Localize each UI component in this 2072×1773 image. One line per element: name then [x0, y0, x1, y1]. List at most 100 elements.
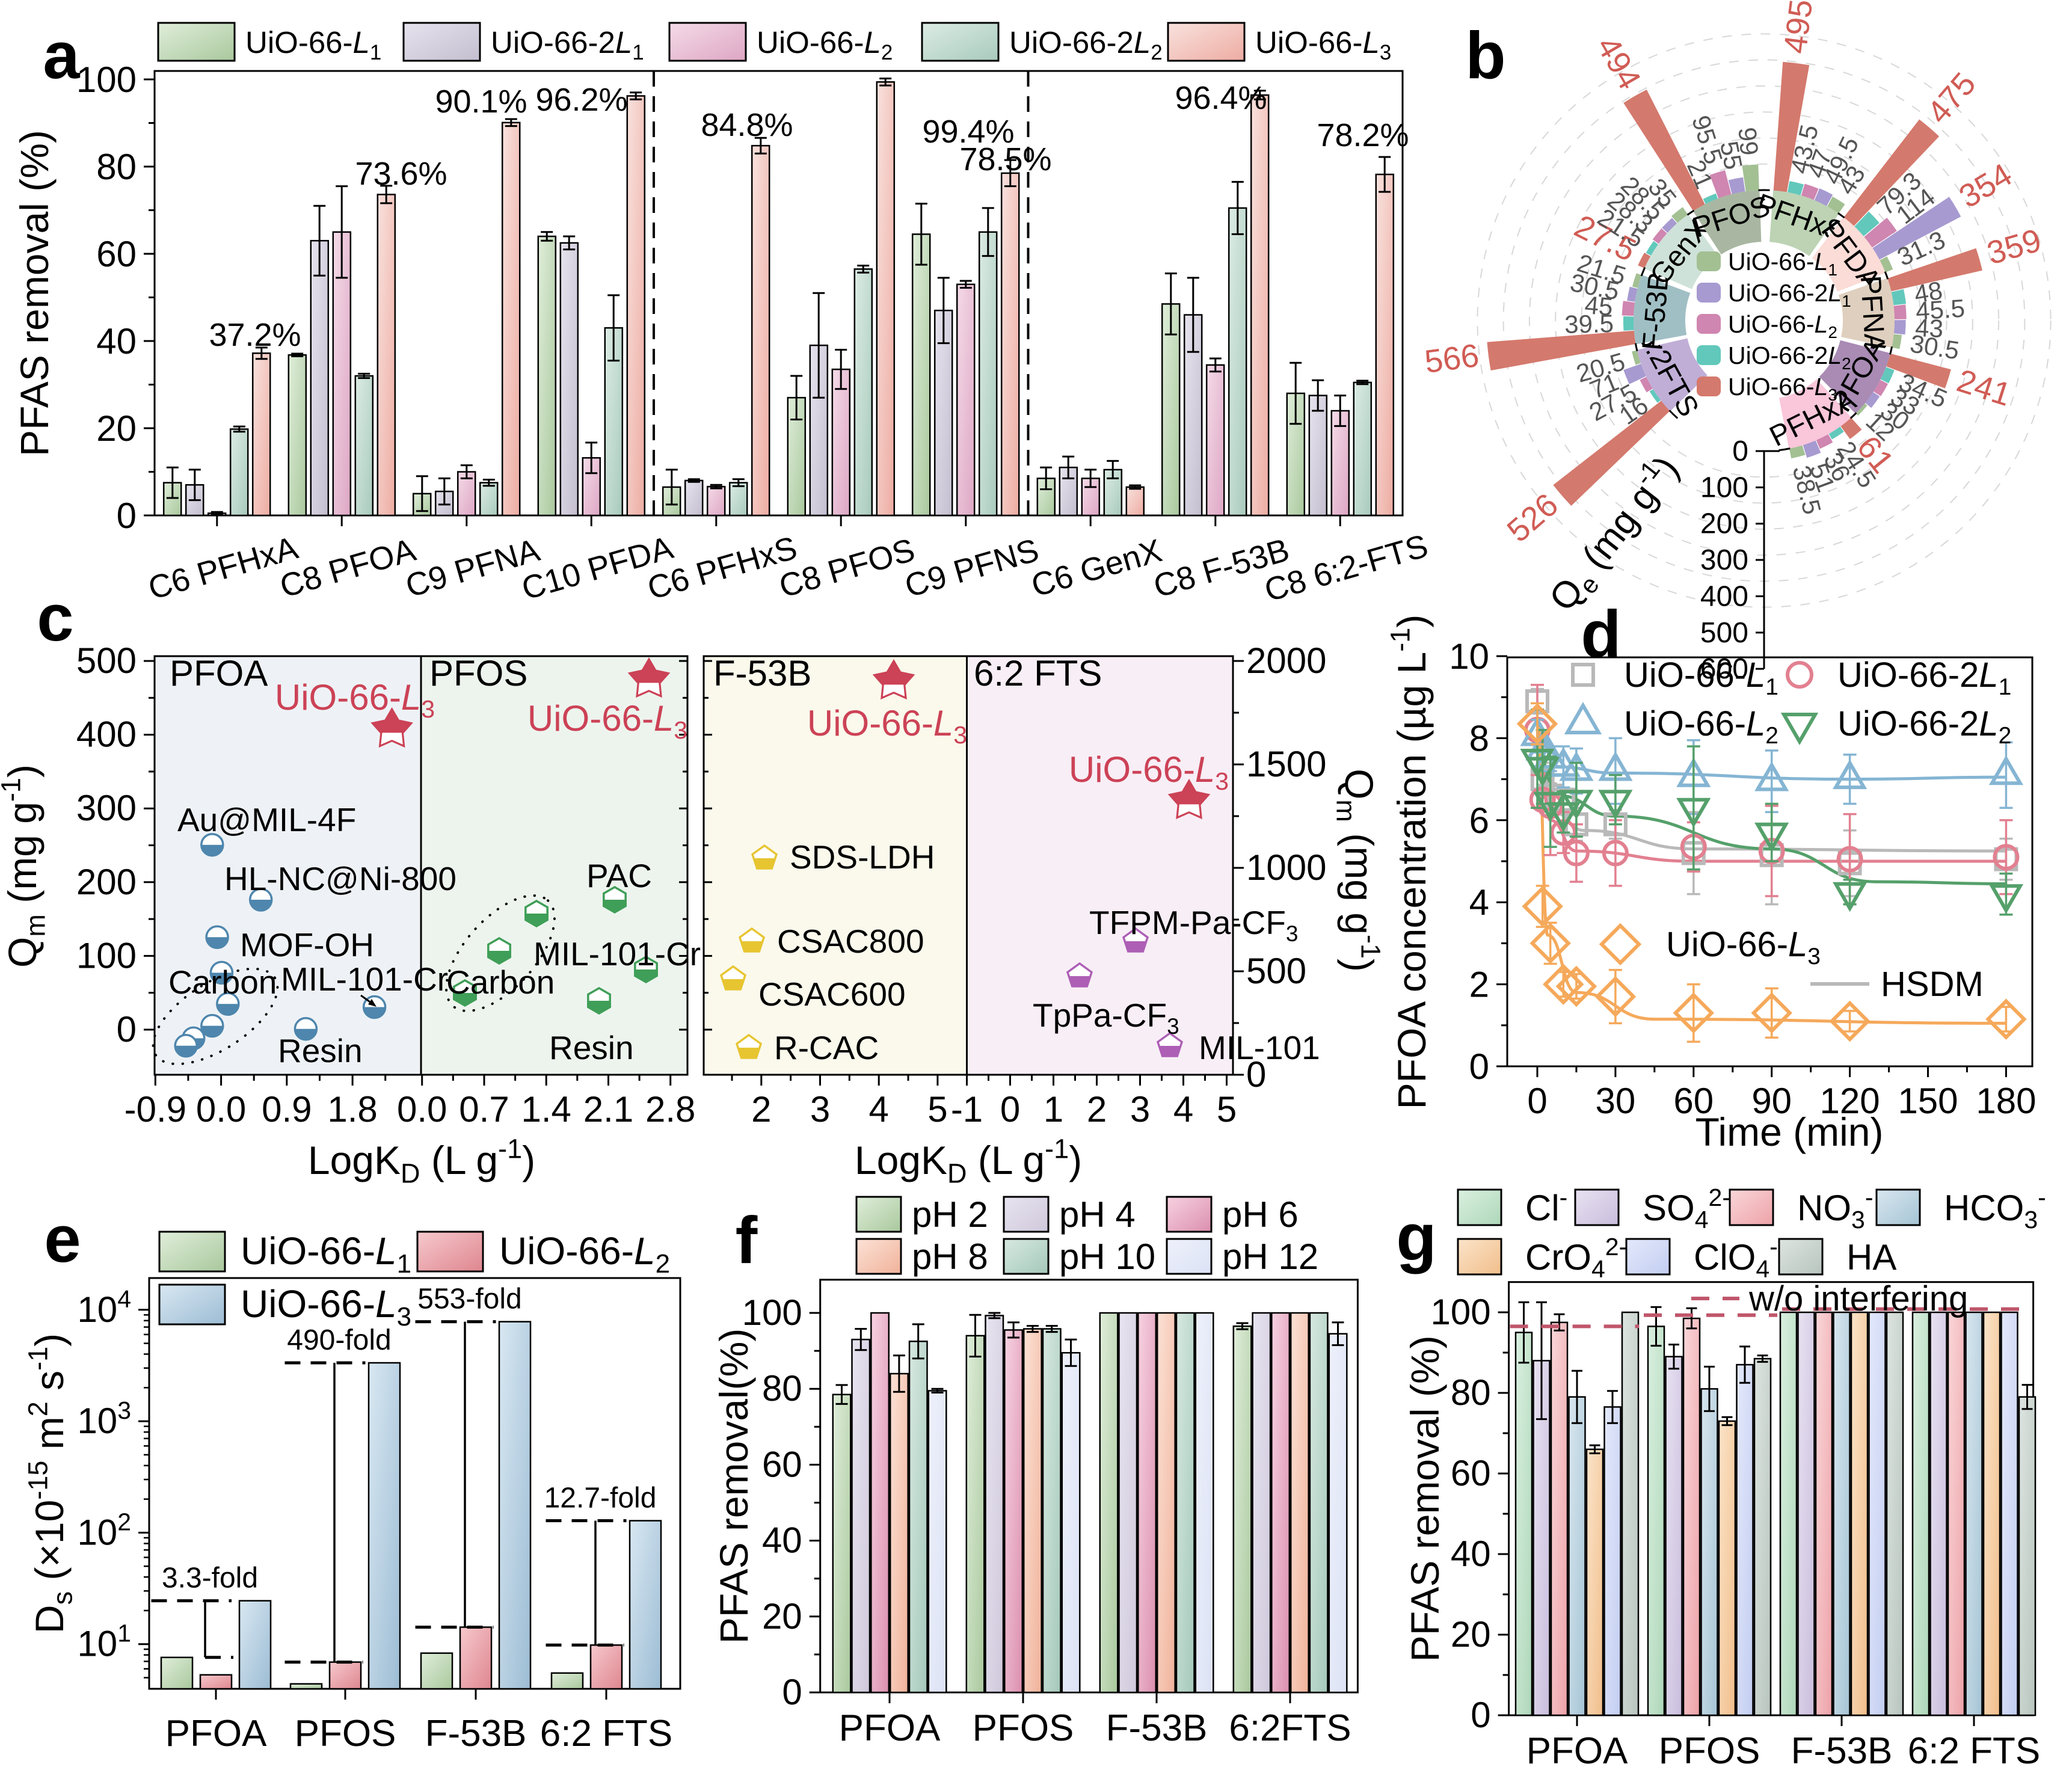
svg-text:45: 45: [1584, 290, 1614, 321]
svg-text:200: 200: [1700, 508, 1748, 540]
svg-text:90: 90: [1751, 1081, 1792, 1121]
svg-text:HSDM: HSDM: [1881, 965, 1984, 1004]
svg-text:495: 495: [1777, 0, 1820, 55]
svg-text:PFAS removal (%): PFAS removal (%): [12, 130, 57, 456]
svg-text:500: 500: [1700, 617, 1748, 649]
svg-text:0: 0: [117, 1009, 137, 1049]
svg-text:0: 0: [1471, 1695, 1490, 1735]
svg-text:45.5: 45.5: [1915, 294, 1966, 325]
svg-text:Carbon: Carbon: [446, 963, 555, 1001]
svg-text:SO42-: SO42-: [1643, 1184, 1730, 1234]
svg-text:96.2%: 96.2%: [535, 82, 627, 118]
svg-text:MIL-101: MIL-101: [1199, 1029, 1320, 1066]
svg-text:F-53B: F-53B: [713, 653, 811, 693]
svg-text:b: b: [1465, 19, 1505, 93]
svg-text:F-53B: F-53B: [1106, 1707, 1208, 1749]
svg-text:Ds (×10-15 m2 s-1): Ds (×10-15 m2 s-1): [23, 1333, 78, 1633]
svg-text:Carbon: Carbon: [168, 963, 277, 1001]
svg-text:PFOS: PFOS: [1659, 1730, 1760, 1770]
svg-text:500: 500: [1246, 951, 1306, 991]
svg-text:PFOS: PFOS: [295, 1713, 396, 1754]
svg-text:1500: 1500: [1246, 744, 1326, 784]
svg-text:F-53B: F-53B: [1791, 1730, 1893, 1770]
svg-text:g: g: [1396, 1200, 1436, 1274]
svg-text:120: 120: [1820, 1081, 1880, 1121]
svg-text:w/o interfering: w/o interfering: [1748, 1279, 1968, 1318]
svg-text:Resin: Resin: [549, 1029, 634, 1066]
svg-text:0: 0: [782, 1672, 802, 1712]
svg-text:pH 6: pH 6: [1222, 1194, 1299, 1235]
svg-text:150: 150: [1898, 1081, 1958, 1121]
svg-text:0: 0: [1000, 1089, 1020, 1129]
svg-text:99: 99: [1733, 126, 1763, 157]
svg-text:80: 80: [1451, 1372, 1491, 1413]
svg-text:60: 60: [1673, 1081, 1714, 1121]
svg-text:60: 60: [762, 1444, 802, 1484]
svg-text:NO3-: NO3-: [1797, 1184, 1873, 1234]
svg-text:PAC: PAC: [586, 857, 652, 894]
svg-text:PFAS removal (%): PFAS removal (%): [1403, 1335, 1447, 1662]
svg-text:0: 0: [1732, 435, 1748, 467]
svg-text:600: 600: [1700, 653, 1748, 685]
svg-text:UiO-66-L3: UiO-66-L3: [1255, 25, 1391, 64]
svg-text:78.2%: 78.2%: [1317, 117, 1409, 153]
svg-text:400: 400: [1700, 580, 1748, 612]
svg-text:78.5%: 78.5%: [959, 141, 1051, 177]
svg-text:F-53B: F-53B: [425, 1713, 527, 1754]
svg-text:Resin: Resin: [278, 1032, 363, 1069]
svg-text:MOF-OH: MOF-OH: [240, 926, 374, 963]
svg-text:300: 300: [76, 788, 137, 828]
svg-text:73.6%: 73.6%: [355, 156, 447, 192]
svg-text:103: 103: [77, 1397, 131, 1441]
svg-text:100: 100: [1700, 472, 1748, 503]
svg-text:6:2 FTS: 6:2 FTS: [1908, 1730, 2041, 1770]
svg-text:96.4%: 96.4%: [1175, 80, 1267, 116]
svg-text:4: 4: [869, 1089, 889, 1129]
svg-text:c: c: [37, 581, 73, 655]
svg-text:4: 4: [1469, 882, 1489, 923]
svg-text:0: 0: [1469, 1046, 1489, 1087]
svg-text:UiO-66-L1: UiO-66-L1: [1624, 656, 1778, 700]
svg-text:Au@MIL-4F: Au@MIL-4F: [177, 801, 356, 838]
svg-text:20: 20: [762, 1596, 802, 1636]
svg-text:20: 20: [96, 408, 137, 449]
svg-text:CrO42-: CrO42-: [1525, 1233, 1627, 1283]
svg-text:pH 2: pH 2: [912, 1194, 988, 1235]
svg-text:PFOA: PFOA: [839, 1707, 941, 1749]
svg-text:0: 0: [1527, 1081, 1547, 1121]
svg-text:1.8: 1.8: [327, 1089, 377, 1129]
svg-text:pH 8: pH 8: [912, 1237, 988, 1277]
svg-text:80: 80: [96, 147, 137, 187]
svg-text:566: 566: [1422, 337, 1481, 380]
svg-text:PFOA: PFOA: [170, 653, 268, 693]
svg-text:490-fold: 490-fold: [287, 1324, 391, 1356]
svg-text:102: 102: [77, 1508, 131, 1552]
svg-text:2.1: 2.1: [583, 1089, 633, 1129]
svg-text:2: 2: [1469, 965, 1489, 1005]
svg-text:4: 4: [1173, 1089, 1193, 1129]
svg-text:UiO-66-L2: UiO-66-L2: [757, 25, 893, 64]
svg-text:101: 101: [77, 1620, 131, 1664]
svg-text:e: e: [44, 1202, 81, 1276]
svg-text:UiO-66-L1: UiO-66-L1: [1728, 248, 1837, 279]
svg-text:UiO-66-2L2: UiO-66-2L2: [1728, 342, 1851, 373]
svg-text:R-CAC: R-CAC: [774, 1029, 879, 1066]
svg-text:20: 20: [1451, 1614, 1491, 1655]
svg-text:-1: -1: [951, 1089, 983, 1129]
svg-text:553-fold: 553-fold: [417, 1283, 521, 1315]
svg-text:LogKD (L g-1): LogKD (L g-1): [855, 1134, 1082, 1189]
svg-text:UiO-66-L3: UiO-66-L3: [807, 703, 967, 749]
svg-text:CSAC600: CSAC600: [758, 976, 906, 1013]
svg-text:TFPM-Pa-CF3: TFPM-Pa-CF3: [1089, 904, 1299, 946]
svg-text:48: 48: [1912, 276, 1944, 309]
svg-text:PFOA concentration (µg L-1): PFOA concentration (µg L-1): [1385, 615, 1434, 1110]
svg-text:UiO-66-L3: UiO-66-L3: [527, 698, 687, 744]
svg-text:84.8%: 84.8%: [701, 107, 793, 143]
svg-text:400: 400: [76, 714, 137, 755]
svg-text:39.5: 39.5: [1564, 309, 1614, 339]
svg-text:3.3-fold: 3.3-fold: [162, 1563, 258, 1594]
svg-text:UiO-66-L3: UiO-66-L3: [1069, 749, 1229, 795]
svg-text:100: 100: [76, 60, 137, 100]
svg-text:0.0: 0.0: [196, 1089, 246, 1129]
svg-text:100: 100: [1430, 1292, 1490, 1332]
